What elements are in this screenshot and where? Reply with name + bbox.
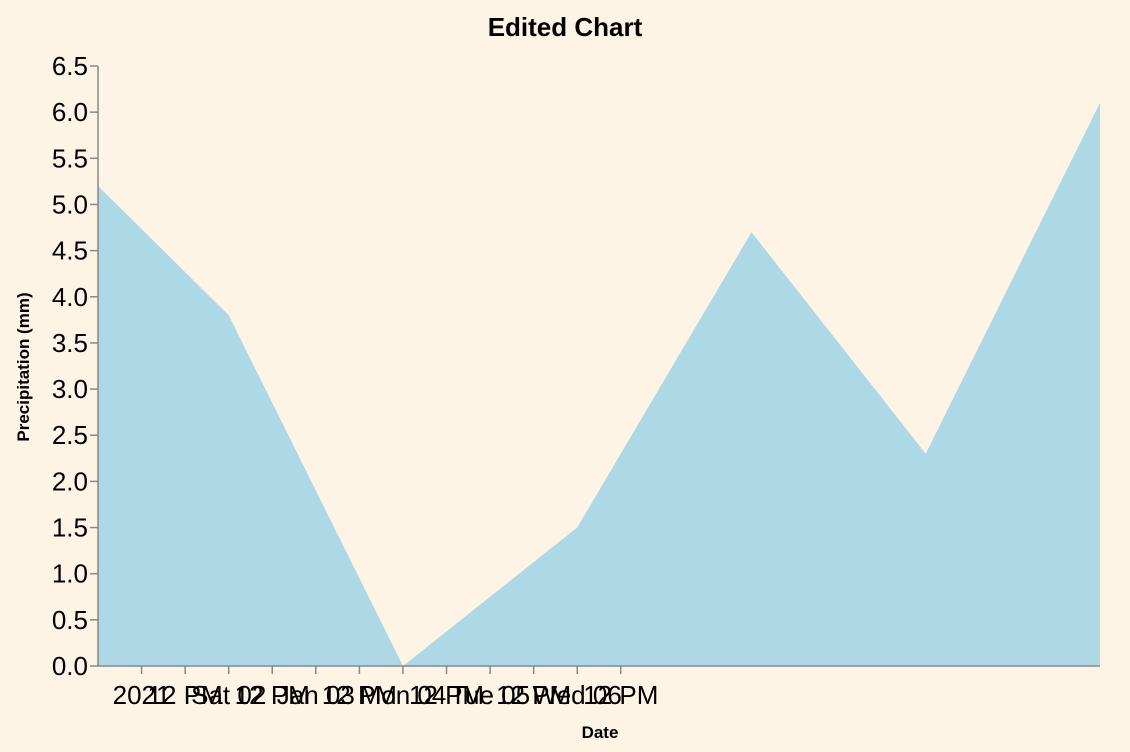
y-tick-label: 5.0: [52, 189, 88, 219]
x-tick-label: 12 PM: [496, 680, 571, 710]
y-tick-label: 2.5: [52, 420, 88, 450]
x-tick-label: 2021: [113, 680, 171, 710]
x-tick-label: Tue 05: [450, 680, 530, 710]
plot-area: [98, 102, 1100, 666]
x-tick-label: 12 PM: [583, 680, 658, 710]
precipitation-area: [98, 102, 1100, 666]
x-tick-label: 12 PM: [322, 680, 397, 710]
x-tick-label: 12 PM: [409, 680, 484, 710]
y-axis-title: Precipitation (mm): [14, 292, 33, 441]
y-tick-label: 4.5: [52, 236, 88, 266]
y-tick-label: 1.5: [52, 513, 88, 543]
y-tick-label: 4.0: [52, 282, 88, 312]
x-tick-label: Jan 03: [277, 680, 355, 710]
x-tick-label: 12 PM: [235, 680, 310, 710]
y-tick-label: 6.5: [52, 51, 88, 81]
x-tick-label: Sat 02: [191, 680, 266, 710]
y-tick-label: 0.0: [52, 651, 88, 681]
x-axis-title: Date: [582, 723, 619, 742]
x-tick-label: Wed 06: [533, 680, 622, 710]
y-tick-label: 6.0: [52, 97, 88, 127]
y-tick-label: 2.0: [52, 466, 88, 496]
x-tick-label: Mon 04: [360, 680, 447, 710]
chart-title: Edited Chart: [488, 12, 643, 42]
y-tick-label: 5.5: [52, 143, 88, 173]
y-tick-label: 3.5: [52, 328, 88, 358]
y-tick-label: 0.5: [52, 605, 88, 635]
y-axis: 0.0 0.5 1.0 1.5 2.0 2.5 3.0 3.5 4.0 4.5 5.0 5.5 6.0 6…: [52, 51, 99, 681]
x-tick-label: 12 PM: [148, 680, 223, 710]
y-tick-label: 3.0: [52, 374, 88, 404]
y-tick-label: 1.0: [52, 559, 88, 589]
